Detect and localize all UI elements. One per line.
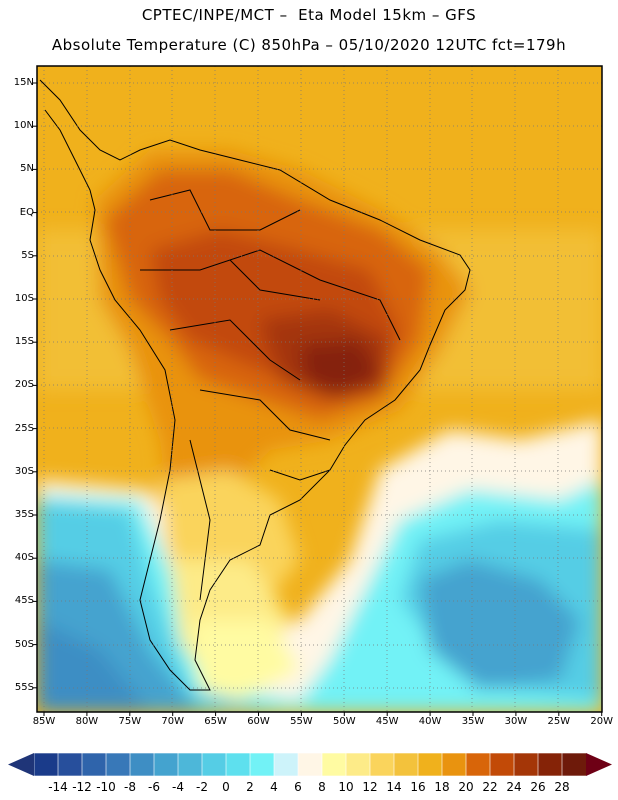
colorbar-swatch [417, 752, 443, 777]
colorbar-label: -12 [72, 780, 92, 794]
colorbar-swatch [393, 752, 419, 777]
lon-label: 70W [161, 716, 184, 727]
colorbar-label: 4 [270, 780, 278, 794]
lat-label: 40S [14, 552, 34, 564]
lat-label: 30S [14, 465, 34, 477]
colorbar-label: 18 [434, 780, 450, 794]
colorbar-label: -6 [148, 780, 160, 794]
lon-label: 60W [247, 716, 270, 727]
colorbar-label: 28 [554, 780, 570, 794]
colorbar-swatch [561, 752, 587, 777]
lat-label: 5S [21, 249, 34, 261]
colorbar-label: 26 [530, 780, 546, 794]
colorbar-swatch [273, 752, 299, 777]
lat-label: 10N [13, 120, 34, 132]
colorbar-label: -4 [172, 780, 184, 794]
colorbar-label: -2 [196, 780, 208, 794]
colorbar-label: 2 [246, 780, 254, 794]
colorbar-label: 20 [458, 780, 474, 794]
map-frame [36, 65, 603, 713]
colorbar-label: 24 [506, 780, 522, 794]
lat-label: 5N [20, 163, 34, 175]
lon-label: 75W [118, 716, 142, 727]
colorbar-label: -10 [96, 780, 116, 794]
colorbar-swatch [57, 752, 83, 777]
lat-label: 20S [14, 379, 34, 391]
lat-label: 25S [14, 422, 34, 434]
colorbar-swatch [489, 752, 515, 777]
colorbar-label: 8 [318, 780, 326, 794]
colorbar-swatch [513, 752, 539, 777]
lon-label: 40W [418, 716, 442, 727]
colorbar-left-arrow [8, 753, 34, 776]
colorbar-label: 0 [222, 780, 230, 794]
lat-label: EQ [19, 206, 34, 218]
colorbar-label: 14 [386, 780, 402, 794]
colorbar-swatch [249, 752, 275, 777]
colorbar-label: 6 [294, 780, 302, 794]
lat-label: 15S [14, 336, 34, 348]
lon-label: 35W [461, 716, 485, 727]
chart-title: CPTEC/INPE/MCT – Eta Model 15km – GFS [141, 6, 477, 24]
colorbar-label: -14 [48, 780, 68, 794]
colorbar-label: -8 [124, 780, 136, 794]
colorbar-label: 22 [482, 780, 498, 794]
lat-label: 15N [13, 77, 34, 88]
colorbar-swatch [177, 752, 203, 777]
lat-label: 50S [14, 638, 34, 650]
colorbar-swatch [81, 752, 107, 777]
lon-label: 65W [204, 716, 227, 727]
colorbar-swatch [153, 752, 179, 777]
lon-label: 80W [75, 716, 99, 727]
colorbar-swatch [441, 752, 467, 777]
lat-label: 10S [14, 293, 34, 304]
lat-label: 35S [14, 509, 34, 520]
colorbar [8, 752, 612, 777]
colorbar-swatch [345, 752, 371, 777]
lat-label: 45S [14, 595, 34, 607]
lat-label: 55S [14, 681, 34, 693]
lon-label: 85W [32, 716, 56, 727]
colorbar-label: 12 [362, 780, 378, 794]
colorbar-right-arrow [586, 753, 612, 776]
colorbar-swatch [465, 752, 491, 777]
lon-label: 30W [504, 716, 528, 727]
lon-label: 20W [590, 716, 613, 727]
colorbar-swatch [537, 752, 563, 777]
lon-label: 25W [547, 716, 571, 727]
colorbar-swatch [297, 752, 323, 777]
chart-subtitle: Absolute Temperature (C) 850hPa – 05/10/… [51, 36, 567, 54]
lon-label: 45W [375, 716, 399, 727]
colorbar-swatch [201, 752, 227, 777]
colorbar-label: 16 [410, 780, 426, 794]
lon-label: 55W [290, 716, 313, 727]
colorbar-swatch [225, 752, 251, 777]
colorbar-label: 10 [338, 780, 354, 794]
colorbar-swatch [321, 752, 347, 777]
colorbar-swatch [369, 752, 395, 777]
colorbar-swatch [33, 752, 59, 777]
lon-label: 50W [332, 716, 356, 727]
colorbar-swatch [105, 752, 131, 777]
colorbar-swatch [129, 752, 155, 777]
